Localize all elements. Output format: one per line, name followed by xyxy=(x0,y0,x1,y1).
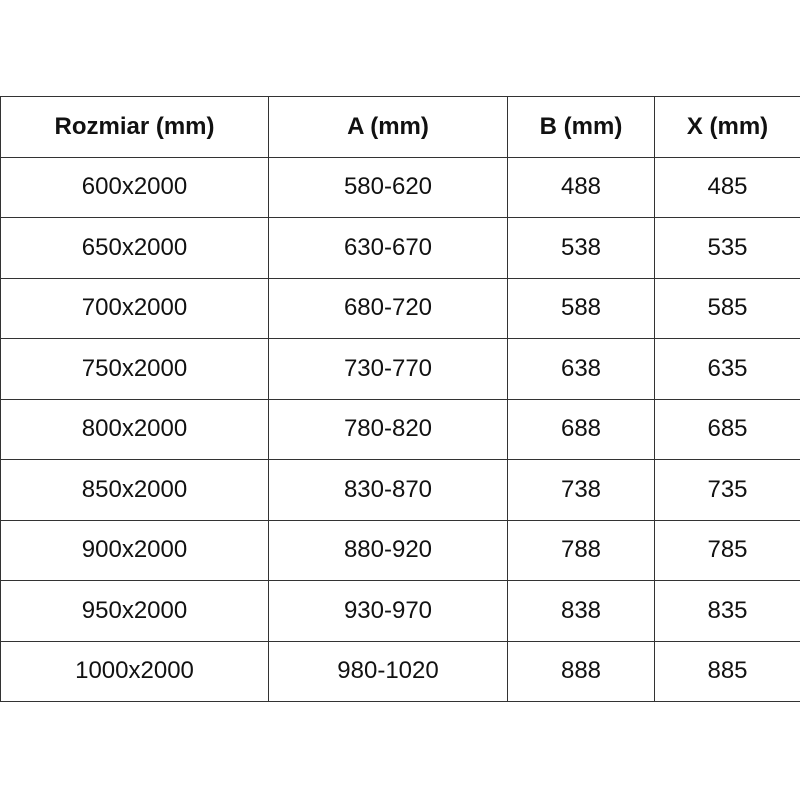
size-table: Rozmiar (mm) A (mm) B (mm) X (mm) 600x20… xyxy=(0,96,800,702)
cell-b: 538 xyxy=(507,217,655,279)
table-row: 600x2000 580-620 488 485 xyxy=(0,156,800,218)
cell-b: 488 xyxy=(507,156,655,218)
cell-b: 638 xyxy=(507,338,655,400)
cell-a: 780-820 xyxy=(268,398,508,460)
table-row: 800x2000 780-820 688 685 xyxy=(0,398,800,460)
cell-x: 835 xyxy=(654,580,800,642)
cell-x: 685 xyxy=(654,398,800,460)
cell-a: 930-970 xyxy=(268,580,508,642)
table-row: 650x2000 630-670 538 535 xyxy=(0,217,800,279)
header-x: X (mm) xyxy=(654,96,800,158)
cell-x: 485 xyxy=(654,156,800,218)
cell-size: 600x2000 xyxy=(0,156,269,218)
cell-a: 880-920 xyxy=(268,519,508,581)
header-b: B (mm) xyxy=(507,96,655,158)
cell-size: 750x2000 xyxy=(0,338,269,400)
table-row: 700x2000 680-720 588 585 xyxy=(0,277,800,339)
table-row: 1000x2000 980-1020 888 885 xyxy=(0,640,800,702)
cell-size: 850x2000 xyxy=(0,459,269,521)
table-row: 850x2000 830-870 738 735 xyxy=(0,459,800,521)
cell-b: 738 xyxy=(507,459,655,521)
cell-x: 585 xyxy=(654,277,800,339)
cell-b: 838 xyxy=(507,580,655,642)
cell-size: 800x2000 xyxy=(0,398,269,460)
cell-size: 700x2000 xyxy=(0,277,269,339)
cell-a: 730-770 xyxy=(268,338,508,400)
table-row: 750x2000 730-770 638 635 xyxy=(0,338,800,400)
cell-size: 650x2000 xyxy=(0,217,269,279)
cell-a: 830-870 xyxy=(268,459,508,521)
cell-x: 635 xyxy=(654,338,800,400)
header-row: Rozmiar (mm) A (mm) B (mm) X (mm) xyxy=(0,96,800,158)
cell-b: 588 xyxy=(507,277,655,339)
header-a: A (mm) xyxy=(268,96,508,158)
cell-b: 888 xyxy=(507,640,655,702)
header-size: Rozmiar (mm) xyxy=(0,96,269,158)
cell-b: 688 xyxy=(507,398,655,460)
cell-a: 580-620 xyxy=(268,156,508,218)
cell-x: 785 xyxy=(654,519,800,581)
cell-size: 1000x2000 xyxy=(0,640,269,702)
cell-x: 735 xyxy=(654,459,800,521)
cell-b: 788 xyxy=(507,519,655,581)
cell-a: 630-670 xyxy=(268,217,508,279)
cell-size: 900x2000 xyxy=(0,519,269,581)
cell-x: 885 xyxy=(654,640,800,702)
table-row: 900x2000 880-920 788 785 xyxy=(0,519,800,581)
cell-size: 950x2000 xyxy=(0,580,269,642)
cell-a: 980-1020 xyxy=(268,640,508,702)
cell-a: 680-720 xyxy=(268,277,508,339)
table-row: 950x2000 930-970 838 835 xyxy=(0,580,800,642)
cell-x: 535 xyxy=(654,217,800,279)
